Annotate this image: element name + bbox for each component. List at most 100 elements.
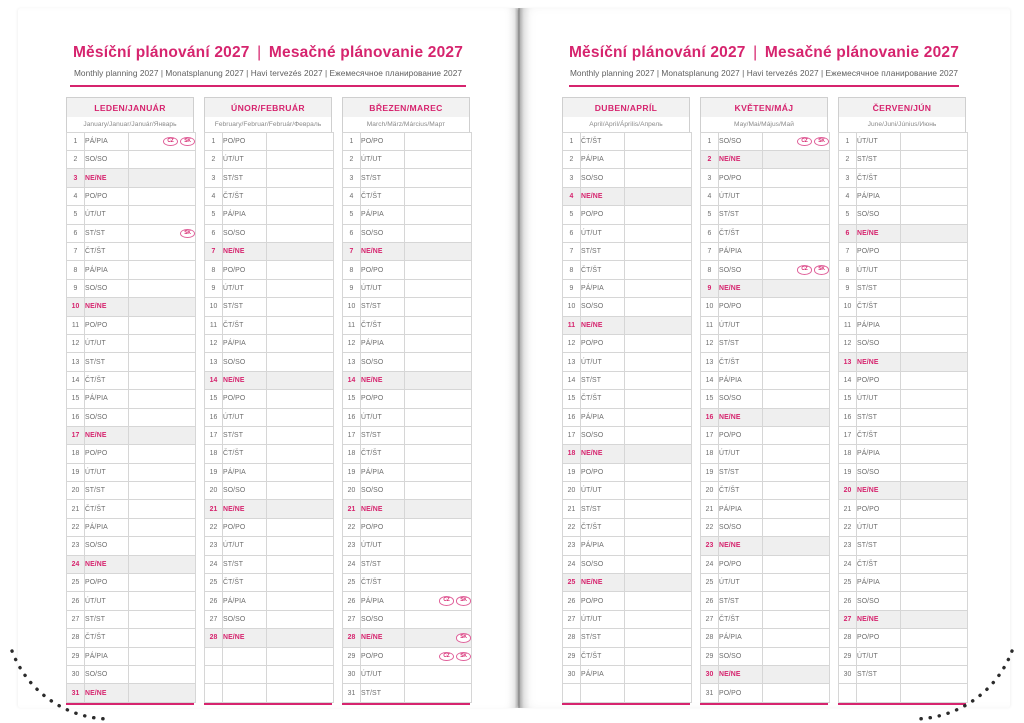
day-note-field[interactable] xyxy=(266,517,334,538)
day-note-field[interactable] xyxy=(266,462,334,483)
day-note-field[interactable] xyxy=(128,554,196,575)
day-note-field[interactable] xyxy=(624,370,692,391)
day-note-field[interactable] xyxy=(900,609,968,630)
day-note-field[interactable] xyxy=(404,499,472,519)
day-note-field[interactable] xyxy=(624,573,692,593)
day-note-field[interactable] xyxy=(762,591,830,611)
day-note-field[interactable] xyxy=(404,150,472,170)
day-note-field[interactable] xyxy=(762,278,830,299)
day-note-field[interactable] xyxy=(624,241,692,262)
day-note-field[interactable] xyxy=(128,205,196,225)
day-note-field[interactable] xyxy=(404,370,472,391)
day-note-field[interactable] xyxy=(624,554,692,575)
day-note-field[interactable] xyxy=(624,186,692,207)
day-note-field[interactable] xyxy=(266,536,334,556)
day-note-field[interactable] xyxy=(128,168,196,188)
day-note-field[interactable] xyxy=(900,333,968,354)
day-note-field[interactable] xyxy=(128,352,196,372)
day-note-field[interactable] xyxy=(128,628,196,648)
day-note-field[interactable] xyxy=(266,499,334,519)
day-note-field[interactable] xyxy=(266,573,334,593)
day-note-field[interactable] xyxy=(128,297,196,317)
day-note-field[interactable] xyxy=(624,260,692,280)
day-note-field[interactable] xyxy=(404,407,472,427)
day-note-field[interactable] xyxy=(762,186,830,207)
day-note-field[interactable] xyxy=(900,462,968,483)
day-note-field[interactable] xyxy=(762,205,830,225)
day-note-field[interactable] xyxy=(900,389,968,409)
day-note-field[interactable] xyxy=(900,591,968,611)
day-note-field[interactable] xyxy=(624,407,692,427)
day-note-field[interactable] xyxy=(128,241,196,262)
day-note-field[interactable] xyxy=(404,389,472,409)
day-note-field[interactable] xyxy=(128,444,196,464)
day-note-field[interactable] xyxy=(128,315,196,335)
day-note-field[interactable] xyxy=(624,664,692,685)
day-note-field[interactable]: SK xyxy=(404,628,472,648)
day-note-field[interactable] xyxy=(624,131,692,152)
day-note-field[interactable] xyxy=(266,591,334,611)
day-note-field[interactable] xyxy=(624,646,692,666)
day-note-field[interactable] xyxy=(404,186,472,207)
day-note-field[interactable] xyxy=(624,168,692,188)
day-note-field[interactable] xyxy=(128,499,196,519)
day-note-field[interactable] xyxy=(900,297,968,317)
day-note-field[interactable] xyxy=(762,517,830,538)
day-note-field[interactable] xyxy=(900,223,968,243)
day-note-field[interactable] xyxy=(266,241,334,262)
day-note-field[interactable] xyxy=(900,499,968,519)
day-note-field[interactable] xyxy=(624,444,692,464)
day-note-field[interactable] xyxy=(404,205,472,225)
day-note-field[interactable] xyxy=(900,370,968,391)
day-note-field[interactable] xyxy=(128,425,196,446)
day-note-field[interactable] xyxy=(266,683,334,703)
day-note-field[interactable] xyxy=(128,407,196,427)
day-note-field[interactable]: CZ SK xyxy=(404,646,472,666)
day-note-field[interactable] xyxy=(266,554,334,575)
day-note-field[interactable] xyxy=(624,278,692,299)
day-note-field[interactable] xyxy=(404,664,472,685)
day-note-field[interactable] xyxy=(762,297,830,317)
day-note-field[interactable] xyxy=(404,554,472,575)
day-note-field[interactable] xyxy=(404,609,472,630)
day-note-field[interactable] xyxy=(404,315,472,335)
day-note-field[interactable] xyxy=(128,150,196,170)
day-note-field[interactable] xyxy=(128,462,196,483)
day-note-field[interactable] xyxy=(762,389,830,409)
day-note-field[interactable] xyxy=(266,389,334,409)
day-note-field[interactable] xyxy=(762,664,830,685)
day-note-field[interactable]: CZ SK xyxy=(128,131,196,152)
day-note-field[interactable] xyxy=(762,554,830,575)
day-note-field[interactable] xyxy=(624,591,692,611)
day-note-field[interactable] xyxy=(900,260,968,280)
day-note-field[interactable] xyxy=(762,499,830,519)
day-note-field[interactable] xyxy=(900,205,968,225)
day-note-field[interactable] xyxy=(900,150,968,170)
day-note-field[interactable] xyxy=(762,223,830,243)
day-note-field[interactable] xyxy=(762,462,830,483)
day-note-field[interactable] xyxy=(266,223,334,243)
day-note-field[interactable] xyxy=(404,260,472,280)
day-note-field[interactable] xyxy=(762,352,830,372)
day-note-field[interactable] xyxy=(404,536,472,556)
day-note-field[interactable] xyxy=(266,481,334,501)
day-note-field[interactable] xyxy=(404,352,472,372)
day-note-field[interactable] xyxy=(624,352,692,372)
day-note-field[interactable] xyxy=(624,297,692,317)
day-note-field[interactable] xyxy=(624,333,692,354)
day-note-field[interactable] xyxy=(900,315,968,335)
day-note-field[interactable] xyxy=(128,646,196,666)
day-note-field[interactable]: CZ SK xyxy=(762,131,830,152)
day-note-field[interactable] xyxy=(624,683,692,703)
day-note-field[interactable] xyxy=(762,444,830,464)
day-note-field[interactable] xyxy=(762,241,830,262)
day-note-field[interactable] xyxy=(404,168,472,188)
day-note-field[interactable] xyxy=(266,315,334,335)
day-note-field[interactable] xyxy=(624,205,692,225)
day-note-field[interactable] xyxy=(900,554,968,575)
day-note-field[interactable] xyxy=(266,150,334,170)
day-note-field[interactable] xyxy=(624,315,692,335)
day-note-field[interactable] xyxy=(624,481,692,501)
day-note-field[interactable] xyxy=(128,517,196,538)
day-note-field[interactable] xyxy=(404,462,472,483)
